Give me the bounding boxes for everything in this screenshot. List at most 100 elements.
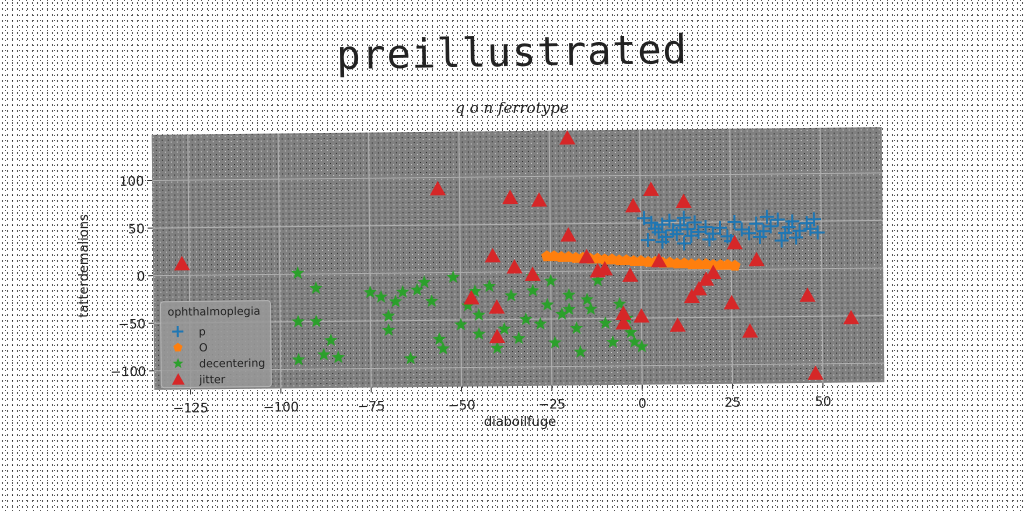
data-point (792, 223, 807, 238)
x-tick-label: −75 (358, 399, 386, 414)
series-decentering (291, 266, 649, 366)
legend-marker (172, 325, 184, 338)
data-point (331, 350, 346, 364)
data-point (702, 232, 717, 247)
data-point (381, 308, 396, 322)
x-tick-label: 0 (638, 397, 646, 412)
data-point (843, 309, 860, 325)
data-point (482, 279, 496, 293)
data-point (640, 233, 655, 248)
data-point (580, 292, 594, 306)
data-point (388, 294, 403, 308)
data-point (446, 270, 460, 283)
legend-label: O (199, 341, 208, 354)
data-point (759, 209, 774, 224)
data-point (662, 213, 677, 228)
chart-subtitle: q o n ferrotype (455, 99, 569, 117)
data-point (742, 226, 757, 241)
legend-label: p (199, 325, 206, 338)
data-point (432, 332, 447, 345)
data-point (410, 282, 424, 296)
data-point (598, 316, 613, 329)
data-point (726, 234, 743, 250)
x-tick-label: 50 (815, 395, 832, 410)
data-point (693, 258, 705, 270)
data-point (763, 219, 778, 234)
x-gridline (729, 128, 734, 384)
data-point (291, 352, 306, 366)
data-point (504, 288, 518, 302)
data-point (291, 314, 305, 328)
x-tick-label: 25 (724, 396, 741, 411)
data-point (374, 290, 388, 303)
data-point (778, 225, 793, 240)
data-point (429, 180, 446, 196)
data-point (488, 299, 505, 314)
series-p (637, 209, 825, 251)
legend-box (159, 300, 272, 389)
data-point (752, 229, 767, 244)
x-gridline (819, 127, 824, 383)
legend-label: decentering (199, 357, 265, 371)
data-point (396, 285, 410, 298)
data-point (676, 210, 691, 225)
y-tick-label: 100 (119, 175, 144, 190)
data-point (584, 302, 598, 315)
legend-marker (173, 342, 183, 352)
data-point (506, 259, 523, 274)
data-point (677, 236, 692, 251)
data-point (691, 224, 706, 239)
data-point (569, 321, 584, 335)
data-point (655, 234, 670, 249)
data-point (698, 220, 713, 235)
data-point (756, 224, 771, 239)
axis-ticks: −125 −100 −75 −50 −25 0 25 50 −100 −50 0 50 100 (110, 175, 832, 417)
y-gridline (152, 172, 883, 181)
x-tick-label: −25 (538, 398, 566, 413)
data-point (381, 323, 396, 337)
data-point (606, 335, 620, 348)
data-point (541, 250, 553, 262)
plot-noise (151, 127, 885, 390)
data-point (705, 226, 720, 241)
x-tick-label: −100 (263, 400, 299, 415)
data-point (644, 215, 659, 230)
data-point (727, 214, 742, 229)
data-point (684, 228, 699, 243)
data-point (723, 294, 740, 310)
data-point (484, 247, 501, 263)
data-point (613, 254, 625, 266)
data-point (555, 307, 569, 320)
legend-marker (171, 373, 185, 385)
data-point (810, 225, 825, 240)
series-jitter (174, 130, 860, 380)
data-point (472, 327, 486, 340)
data-point (454, 317, 468, 331)
data-point (770, 212, 785, 227)
data-point (309, 281, 323, 294)
data-point (633, 308, 650, 323)
data-point (799, 287, 816, 302)
data-point (562, 302, 576, 316)
data-point (489, 328, 506, 344)
data-point (627, 255, 640, 267)
data-point (680, 222, 695, 237)
data-point (524, 266, 541, 282)
data-point (555, 251, 568, 262)
y-gridline (152, 219, 883, 229)
data-point (463, 290, 480, 305)
data-point (533, 316, 547, 330)
data-point (691, 280, 708, 296)
data-point (774, 233, 789, 248)
x-gridline (277, 133, 282, 389)
data-point (512, 331, 526, 345)
data-point (317, 347, 331, 361)
data-point (673, 218, 688, 233)
legend-title: ophthalmoplegia (167, 305, 260, 319)
data-marks (174, 130, 860, 380)
data-point (425, 294, 439, 307)
data-point (742, 323, 759, 338)
x-gridline (368, 132, 372, 388)
